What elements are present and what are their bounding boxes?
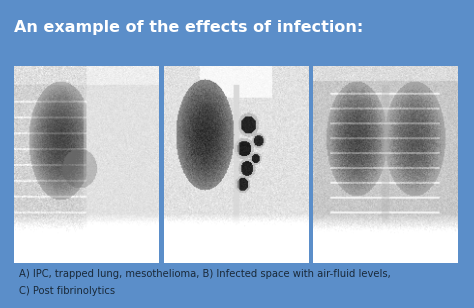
- Text: C: C: [319, 245, 326, 255]
- Text: A) IPC, trapped lung, mesothelioma, B) Infected space with air-fluid levels,: A) IPC, trapped lung, mesothelioma, B) I…: [19, 269, 391, 278]
- Text: A: A: [20, 245, 28, 255]
- Text: B: B: [169, 245, 177, 255]
- Text: C) Post fibrinolytics: C) Post fibrinolytics: [19, 286, 115, 296]
- Text: An example of the effects of infection:: An example of the effects of infection:: [14, 20, 364, 35]
